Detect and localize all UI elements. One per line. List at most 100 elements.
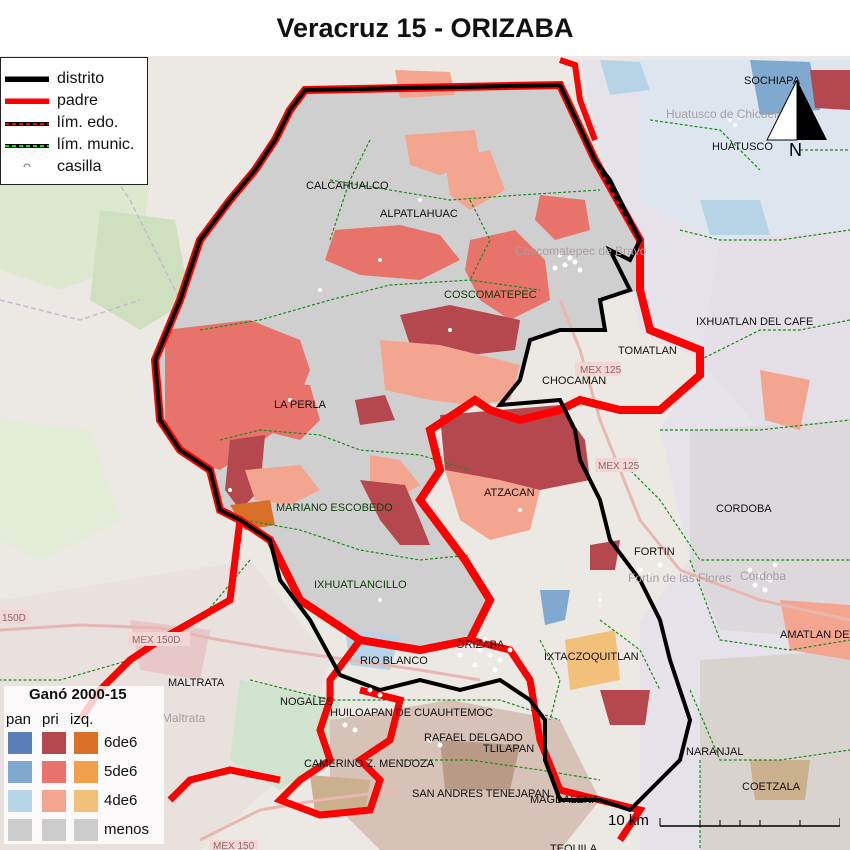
padre-line: [559, 57, 598, 142]
municipality-label: HUILOAPAN DE CUAUHTEMOC: [330, 707, 493, 719]
district-boundary: [152, 82, 693, 813]
place-name: Córdoba: [740, 569, 786, 583]
section-pan-4de6: [600, 60, 650, 95]
section-pan-5de6: [540, 590, 570, 625]
road-label: MEX 150D: [132, 635, 180, 646]
section-pri-6de6: [440, 405, 590, 490]
section-pri-6de6: [810, 70, 850, 110]
map-legend: distrito padre lím. edo. lím. munic. cas…: [0, 57, 148, 185]
swatch-izq-6de6: [74, 732, 98, 754]
casilla: [367, 687, 373, 693]
municipality-label: RAFAEL DELGADO: [424, 732, 523, 744]
road-shield: [575, 362, 621, 376]
municipality-label: ORIZABA: [456, 639, 505, 651]
swatch-pan-4de6: [8, 790, 32, 812]
municipal-boundary: [649, 119, 761, 171]
municipal-boundary: [329, 139, 371, 241]
swatch-pri-menos: [42, 819, 66, 841]
section-pri-6de6: [355, 395, 395, 425]
legend-item-casilla: casilla: [5, 157, 145, 177]
scale-label: 10 km: [608, 812, 649, 829]
section-pri-5de6: [165, 320, 310, 470]
municipal-boundary: [539, 639, 561, 721]
casilla: [482, 637, 488, 643]
column-header-pri: pri: [42, 711, 59, 728]
scale-bar: 10 km: [600, 812, 841, 832]
casilla: [557, 252, 563, 258]
casilla: [752, 582, 758, 588]
road-shield: [595, 458, 637, 472]
column-header-izq: izq.: [70, 711, 94, 728]
highway: [558, 299, 850, 622]
section-pri-6de6: [400, 305, 520, 355]
column-header-pan: pan: [6, 711, 32, 728]
casilla: [492, 667, 498, 673]
section-pri-6de6: [360, 480, 430, 545]
place-name: Maltrata: [162, 711, 206, 725]
map-title: Veracruz 15 - ORIZABA: [276, 12, 574, 43]
casilla: [757, 572, 763, 578]
municipal-boundary: [249, 679, 561, 721]
winner-legend: Ganó 2000-15 pan pri izq. 6de6 5de6 4de6…: [4, 686, 164, 844]
casilla: [598, 598, 602, 602]
municipality-label: HUATUSCO: [712, 141, 773, 153]
municipality-label: CHOCAMAN: [542, 375, 606, 387]
highway: [0, 623, 481, 682]
casilla: [352, 727, 358, 733]
municipal-boundaries: [0, 119, 850, 850]
casilla: [377, 692, 383, 698]
outer-municipality: [690, 420, 850, 640]
municipality-label: MAGDALENA: [530, 794, 600, 806]
municipality-label: COETZALA: [742, 781, 801, 793]
casilla-point-icon: [23, 163, 31, 167]
padre-line: [273, 637, 405, 819]
row-label-4de6: 4de6: [104, 792, 138, 809]
municipality-label: IXHUATLAN DEL CAFE: [696, 316, 813, 328]
casilla-points: [228, 116, 778, 748]
municipal-boundary: [689, 689, 850, 761]
section-pri-4de6: [245, 465, 320, 505]
legend-item-lim-munic: lím. munic.: [5, 135, 145, 155]
legend-item-lim-edo: lím. edo.: [5, 113, 145, 133]
padre-line-icon: [5, 98, 49, 104]
padre-line: [419, 636, 646, 842]
municipality-label: NARANJAL: [686, 746, 743, 758]
section-pri-4de6: [380, 340, 520, 405]
legend-item-padre: padre: [5, 91, 145, 111]
casilla: [647, 572, 653, 578]
road-shield: [0, 610, 30, 624]
casilla: [378, 598, 382, 602]
casilla: [772, 562, 778, 568]
casilla: [767, 577, 773, 583]
municipal-boundary: [699, 319, 850, 361]
casilla: [457, 652, 463, 658]
swatch-pan-menos: [8, 819, 32, 841]
casilla: [762, 587, 768, 593]
row-label-6de6: 6de6: [104, 734, 138, 751]
casilla: [467, 642, 473, 648]
municipality-label: IXTACZOQUITLAN: [544, 651, 639, 663]
municipal-boundary: [679, 229, 850, 241]
row-label-5de6: 5de6: [104, 763, 138, 780]
swatch-izq-4de6: [74, 790, 98, 812]
casilla: [507, 647, 513, 653]
legend-item-distrito: distrito: [5, 69, 145, 89]
swatch-izq-menos: [74, 819, 98, 841]
municipality-label: ALPATLAHUAC: [380, 208, 458, 220]
outer-municipality: [700, 650, 850, 850]
casilla: [562, 262, 568, 268]
casilla: [497, 657, 503, 663]
section-izq-light: [750, 760, 810, 800]
casilla: [552, 265, 558, 271]
padre-line: [167, 766, 281, 803]
municipal-boundary: [599, 619, 661, 691]
municipality-label: CORDOBA: [716, 503, 772, 515]
municipality-label: ATZACAN: [484, 487, 535, 499]
road-label: 150D: [2, 613, 26, 624]
casilla: [318, 288, 322, 292]
casilla: [637, 567, 643, 573]
north-arrow-icon: N: [766, 80, 827, 160]
municipality-label: COSCOMATEPEC: [444, 289, 537, 301]
municipality-label: AMATLAN DE: [780, 629, 849, 641]
casilla: [472, 662, 478, 668]
